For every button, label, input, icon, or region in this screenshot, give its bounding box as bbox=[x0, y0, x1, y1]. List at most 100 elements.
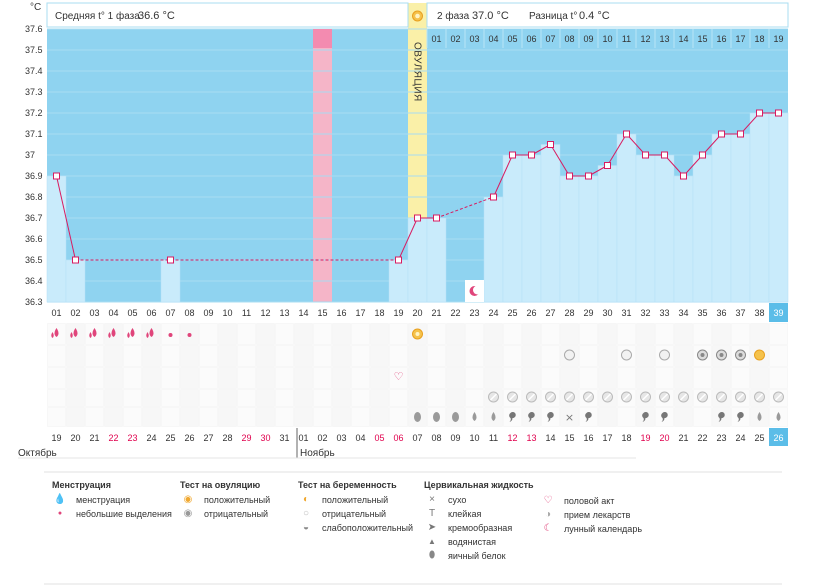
medication-icon-line bbox=[679, 393, 688, 401]
temperature-point bbox=[433, 214, 440, 222]
calendar-date-label: 31 bbox=[279, 433, 289, 443]
marker-cell bbox=[180, 389, 199, 407]
cycle-day-label: 25 bbox=[507, 308, 517, 318]
marker-cell bbox=[275, 323, 294, 345]
marker-cell bbox=[47, 389, 66, 407]
temperature-point bbox=[414, 214, 421, 222]
legend-item: клейкая bbox=[448, 509, 482, 519]
marker-cell bbox=[275, 345, 294, 367]
marker-cell bbox=[636, 345, 655, 367]
marker-cell bbox=[636, 367, 655, 389]
legend-item: кремообразная bbox=[448, 523, 513, 533]
calendar-date-label: 09 bbox=[450, 433, 460, 443]
calendar-date-label: 21 bbox=[89, 433, 99, 443]
cycle-day-label: 06 bbox=[146, 308, 156, 318]
eggwhite-marker-icon bbox=[433, 412, 440, 422]
temperature-bar bbox=[540, 144, 561, 303]
y-axis-unit: °C bbox=[30, 2, 41, 13]
marker-cell bbox=[237, 323, 256, 345]
marker-cell bbox=[522, 323, 541, 345]
calendar-date-label: 22 bbox=[697, 433, 707, 443]
phase2-day-label: 17 bbox=[735, 34, 745, 44]
marker-cell bbox=[332, 389, 351, 407]
legend-menstruation: Менструация 💧 менструация ● небольшие выде… bbox=[52, 480, 172, 521]
month-label-2: Ноябрь bbox=[300, 447, 335, 459]
pill-icon: ◑ bbox=[544, 509, 552, 520]
marker-cell bbox=[47, 407, 66, 427]
marker-cell bbox=[142, 389, 161, 407]
legend-item: водянистая bbox=[448, 537, 497, 547]
cycle-day-label: 07 bbox=[165, 308, 175, 318]
marker-cell bbox=[408, 389, 427, 407]
calendar-date-label: 14 bbox=[545, 433, 555, 443]
marker-cell bbox=[256, 323, 275, 345]
cycle-day-label: 34 bbox=[678, 308, 688, 318]
phase1-label: Средняя t° 1 фаза bbox=[55, 10, 140, 22]
cycle-day-label: 36 bbox=[716, 308, 726, 318]
calendar-date-label: 24 bbox=[735, 433, 745, 443]
moon-icon: ☾ bbox=[543, 523, 553, 534]
ovulation-test-positive-core bbox=[415, 332, 420, 336]
marker-cell bbox=[332, 345, 351, 367]
calendar-date-label: 08 bbox=[431, 433, 441, 443]
cycle-day-label: 21 bbox=[431, 308, 441, 318]
watery-marker-icon bbox=[472, 412, 477, 421]
marker-cell bbox=[142, 367, 161, 389]
legend-item: половой акт bbox=[564, 496, 615, 506]
marker-cell bbox=[66, 367, 85, 389]
watery-marker-icon bbox=[491, 412, 496, 421]
medication-icon-line bbox=[755, 393, 764, 401]
temperature-line-segment bbox=[436, 196, 494, 219]
marker-cell bbox=[218, 407, 237, 427]
dry-marker-icon: × bbox=[565, 411, 574, 424]
cycle-day-label: 22 bbox=[450, 308, 460, 318]
marker-cell bbox=[85, 389, 104, 407]
temperature-bar bbox=[65, 259, 86, 303]
cycle-day-label: 01 bbox=[51, 308, 61, 318]
marker-cell bbox=[123, 367, 142, 389]
marker-cell bbox=[142, 345, 161, 367]
marker-cell bbox=[446, 345, 465, 367]
temperature-point bbox=[566, 172, 573, 180]
calendar-date-label: 10 bbox=[469, 433, 479, 443]
marker-cell bbox=[370, 367, 389, 389]
cycle-day-label: 26 bbox=[526, 308, 536, 318]
legend-item: менструация bbox=[76, 495, 131, 505]
marker-cell bbox=[712, 323, 731, 345]
legend-item: яичный белок bbox=[448, 551, 506, 561]
phase2-day-label: 15 bbox=[697, 34, 707, 44]
cycle-day-label: 05 bbox=[127, 308, 137, 318]
marker-cell bbox=[199, 389, 218, 407]
medication-icon-line bbox=[736, 393, 745, 401]
marker-cell bbox=[370, 407, 389, 427]
marker-cell bbox=[370, 389, 389, 407]
calendar-date-label: 19 bbox=[640, 433, 650, 443]
marker-cell bbox=[237, 345, 256, 367]
temperature-point bbox=[623, 130, 630, 138]
menstruation-icon bbox=[54, 328, 59, 337]
marker-cell bbox=[522, 345, 541, 367]
medication-icon-line bbox=[489, 393, 498, 401]
marker-cell bbox=[104, 345, 123, 367]
marker-cell bbox=[769, 345, 788, 367]
marker-cell bbox=[218, 389, 237, 407]
cycle-day-label: 02 bbox=[70, 308, 80, 318]
temperature-point bbox=[604, 162, 611, 169]
marker-cell bbox=[389, 345, 408, 367]
pregnancy-test-positive-icon bbox=[754, 349, 765, 361]
marker-cell bbox=[180, 367, 199, 389]
calendar-date-label: 28 bbox=[222, 433, 232, 443]
cycle-day-label: 27 bbox=[545, 308, 555, 318]
marker-cell bbox=[199, 367, 218, 389]
temperature-line-segment bbox=[56, 175, 76, 261]
y-tick-label: 37.6 bbox=[25, 24, 43, 34]
marker-cell bbox=[294, 389, 313, 407]
phase2-day-label: 14 bbox=[678, 34, 688, 44]
marker-cell bbox=[579, 345, 598, 367]
cycle-day-label: 19 bbox=[393, 308, 403, 318]
medication-icon-line bbox=[565, 393, 574, 401]
legend-title-ovulation-test: Тест на овуляцию bbox=[180, 480, 261, 490]
marker-cell bbox=[66, 389, 85, 407]
phase2-day-label: 12 bbox=[640, 34, 650, 44]
legend-item: лунный календарь bbox=[564, 524, 643, 534]
